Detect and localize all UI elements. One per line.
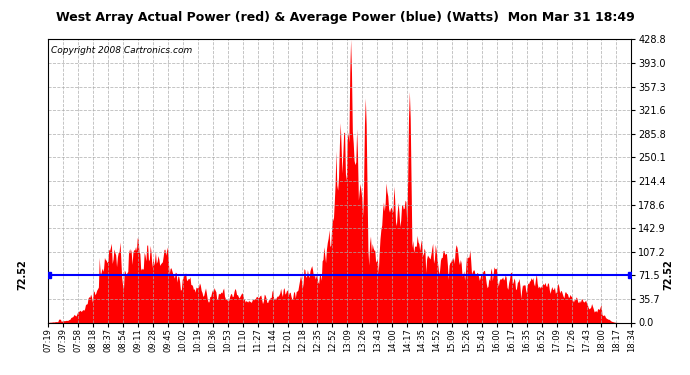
Text: Copyright 2008 Cartronics.com: Copyright 2008 Cartronics.com bbox=[51, 46, 193, 56]
Text: 72.52: 72.52 bbox=[663, 259, 673, 290]
Text: West Array Actual Power (red) & Average Power (blue) (Watts)  Mon Mar 31 18:49: West Array Actual Power (red) & Average … bbox=[56, 10, 634, 24]
Text: 72.52: 72.52 bbox=[18, 259, 28, 290]
